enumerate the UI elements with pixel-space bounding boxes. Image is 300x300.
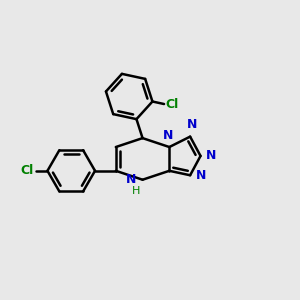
Text: N: N bbox=[163, 129, 173, 142]
Text: N: N bbox=[186, 118, 197, 131]
Text: Cl: Cl bbox=[166, 98, 179, 110]
Text: N: N bbox=[206, 149, 216, 162]
Text: Cl: Cl bbox=[21, 164, 34, 177]
Text: N: N bbox=[196, 169, 206, 182]
Text: H: H bbox=[132, 186, 140, 196]
Text: N: N bbox=[126, 173, 136, 186]
